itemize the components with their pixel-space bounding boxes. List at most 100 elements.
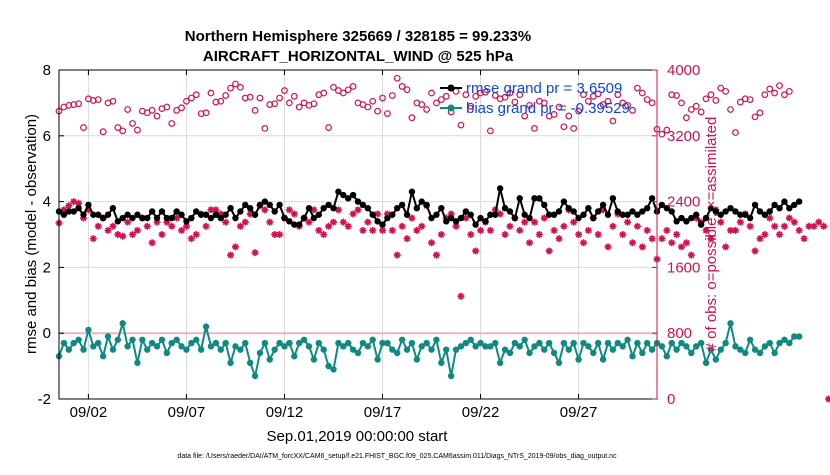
- rmse-point: [404, 212, 410, 218]
- bias-point: [306, 343, 312, 349]
- rmse-point: [536, 195, 542, 201]
- legend-rmse-marker: [448, 85, 455, 92]
- x-tick-label: 09/27: [560, 404, 598, 421]
- rmse-point: [232, 215, 238, 221]
- rmse-point: [306, 205, 312, 211]
- obs-assimilated-point: [355, 206, 362, 213]
- rmse-point: [507, 208, 513, 214]
- rmse-point: [585, 205, 591, 211]
- obs-assimilated-point: [536, 231, 543, 238]
- bias-point: [75, 337, 81, 343]
- bias-point: [374, 356, 380, 362]
- rmse-point: [570, 208, 576, 214]
- bias-point: [129, 337, 135, 343]
- bias-point: [713, 356, 719, 362]
- bias-point: [546, 340, 552, 346]
- rmse-point: [222, 212, 228, 218]
- obs-assimilated-point: [688, 252, 695, 259]
- bias-point: [786, 340, 792, 346]
- rmse-point: [247, 205, 253, 211]
- obs-assimilated-point: [629, 239, 636, 246]
- obs-possible-point: [723, 89, 729, 95]
- right-y-tick-label: 2400: [667, 194, 700, 211]
- bias-point: [409, 340, 415, 346]
- rmse-point: [605, 212, 611, 218]
- rmse-point: [149, 208, 155, 214]
- obs-assimilated-point: [761, 231, 768, 238]
- obs-possible-point: [752, 114, 758, 120]
- bias-point: [262, 340, 268, 346]
- bias-point: [742, 350, 748, 356]
- rmse-point: [433, 212, 439, 218]
- obs-assimilated-point: [144, 223, 151, 230]
- rmse-point: [644, 205, 650, 211]
- obs-assimilated-point: [673, 231, 680, 238]
- rmse-point: [80, 212, 86, 218]
- right-y-axis-label: # of obs: o=possible; ×=assimilated: [703, 117, 720, 352]
- obs-assimilated-point: [242, 219, 249, 226]
- rmse-point: [649, 195, 655, 201]
- x-tick-label: 09/07: [168, 404, 206, 421]
- obs-assimilated-point: [232, 243, 239, 250]
- rmse-point: [110, 205, 116, 211]
- right-y-tick-label: 0: [667, 391, 675, 408]
- bias-point: [61, 340, 67, 346]
- rmse-point: [370, 212, 376, 218]
- rmse-point: [252, 212, 258, 218]
- rmse-point: [590, 215, 596, 221]
- bias-point: [629, 353, 635, 359]
- bias-point: [301, 337, 307, 343]
- rmse-point: [438, 205, 444, 211]
- bias-point: [644, 340, 650, 346]
- obs-assimilated-point: [359, 227, 366, 234]
- rmse-point: [497, 185, 503, 191]
- obs-assimilated-point: [291, 210, 298, 217]
- bias-point: [218, 346, 224, 352]
- legend-bias-marker: [448, 105, 455, 112]
- bias-point: [399, 337, 405, 343]
- data-file-footnote: data file: /Users/raeder/DAI/ATM_forcXX/…: [177, 453, 617, 460]
- obs-possible-point: [659, 131, 665, 137]
- obs-assimilated-point: [95, 223, 102, 230]
- left-y-tick-label: 0: [43, 325, 51, 342]
- bias-point: [365, 343, 371, 349]
- bias-point: [561, 340, 567, 346]
- obs-assimilated-point: [580, 239, 587, 246]
- bias-point: [115, 337, 121, 343]
- bias-point: [203, 323, 209, 329]
- bias-point: [659, 343, 665, 349]
- legend-bias-label: bias grand pr = -0.39529: [466, 100, 630, 117]
- bias-point: [66, 346, 72, 352]
- obs-assimilated-point: [90, 235, 97, 242]
- rmse-point: [752, 202, 758, 208]
- bias-point: [80, 346, 86, 352]
- chart-subtitle: AIRCRAFT_HORIZONTAL_WIND @ 525 hPa: [203, 48, 514, 65]
- bias-point: [193, 337, 199, 343]
- obs-assimilated-point: [658, 235, 665, 242]
- right-y-tick-label: 800: [667, 325, 692, 342]
- chart-title: Northern Hemisphere 325669 / 328185 = 99…: [185, 28, 531, 45]
- x-tick-label: 09/17: [364, 404, 402, 421]
- x-tick-label: 09/12: [266, 404, 304, 421]
- rmse-point: [781, 198, 787, 204]
- bias-point: [428, 346, 434, 352]
- rmse-point: [580, 212, 586, 218]
- bias-point: [85, 327, 91, 333]
- obs-assimilated-point: [771, 223, 778, 230]
- obs-possible-point: [767, 86, 773, 92]
- rmse-point: [776, 205, 782, 211]
- rmse-point: [365, 205, 371, 211]
- rmse-point: [414, 205, 420, 211]
- rmse-point: [517, 195, 523, 201]
- obs-possible-point: [693, 103, 699, 109]
- bias-point: [570, 340, 576, 346]
- bias-point: [370, 337, 376, 343]
- right-y-tick-label: 3200: [667, 128, 700, 145]
- obs-possible-point: [772, 90, 778, 96]
- bias-point: [664, 353, 670, 359]
- right-y-tick-label: 1600: [667, 259, 700, 276]
- obs-possible-point: [684, 115, 690, 121]
- bias-point: [384, 340, 390, 346]
